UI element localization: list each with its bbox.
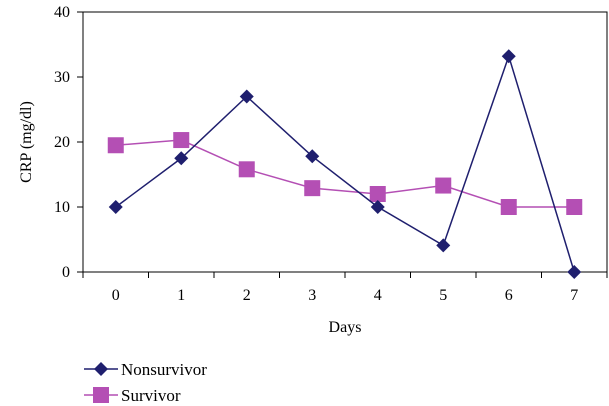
x-tick-label: 5 [439, 287, 447, 304]
data-point [435, 177, 452, 194]
x-tick-label: 2 [243, 287, 251, 304]
y-tick-label: 20 [54, 134, 70, 151]
data-point [436, 238, 451, 253]
x-tick-label: 6 [505, 287, 513, 304]
data-point [173, 132, 190, 149]
data-point [567, 265, 582, 279]
data-point [369, 186, 386, 202]
legend: Nonsurvivor Survivor [84, 360, 207, 405]
y-tick-label: 10 [54, 199, 70, 216]
legend-item: Survivor [84, 386, 181, 405]
series-line [115, 139, 575, 208]
data-point [501, 49, 516, 64]
data-point [305, 149, 320, 164]
legend-marker [93, 387, 109, 403]
legend-label: Survivor [121, 386, 181, 405]
axes: 0 10 20 30 40 0 1 2 3 4 5 6 7 [54, 4, 608, 304]
legend-item: Nonsurvivor [84, 360, 207, 379]
series-survivor [107, 132, 583, 215]
y-tick-label: 40 [54, 4, 70, 21]
x-axis-title: Days [329, 319, 362, 336]
data-point [239, 89, 254, 104]
data-point [500, 199, 517, 215]
data-point [304, 180, 321, 197]
data-point [566, 199, 583, 215]
x-tick-label: 3 [308, 287, 316, 304]
y-tick-label: 0 [62, 264, 70, 281]
x-tick-label: 0 [112, 287, 120, 304]
y-axis-title: CRP (mg/dl) [18, 101, 35, 183]
series-layer [107, 49, 583, 279]
data-point [238, 161, 255, 178]
x-tick-label: 1 [177, 287, 185, 304]
data-point [107, 137, 124, 154]
series-nonsurvivor [108, 49, 582, 279]
y-tick-label: 30 [54, 69, 70, 86]
x-tick-label: 7 [570, 287, 578, 304]
legend-label: Nonsurvivor [121, 360, 207, 379]
legend-marker [94, 362, 108, 376]
x-tick-label: 4 [374, 287, 382, 304]
data-point [108, 200, 123, 214]
data-point [370, 200, 385, 214]
data-point [174, 151, 189, 166]
series-line [115, 53, 575, 273]
